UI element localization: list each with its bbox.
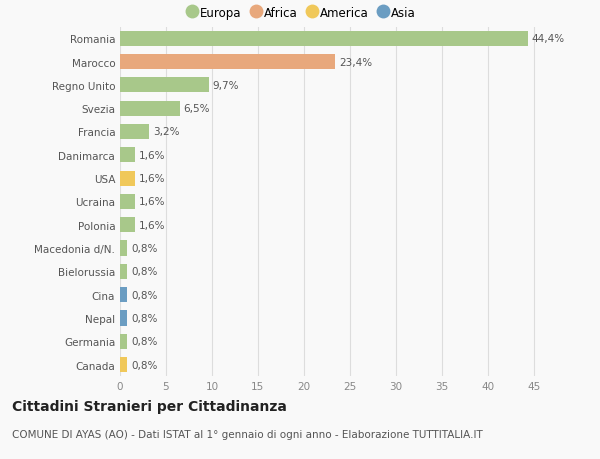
Text: 0,8%: 0,8% (131, 243, 157, 253)
Text: 0,8%: 0,8% (131, 290, 157, 300)
Text: 6,5%: 6,5% (184, 104, 210, 114)
Text: Cittadini Stranieri per Cittadinanza: Cittadini Stranieri per Cittadinanza (12, 399, 287, 413)
Bar (120, 311, 127, 326)
Text: COMUNE DI AYAS (AO) - Dati ISTAT al 1° gennaio di ogni anno - Elaborazione TUTTI: COMUNE DI AYAS (AO) - Dati ISTAT al 1° g… (12, 429, 483, 439)
Bar (120, 55, 335, 70)
Text: 3,2%: 3,2% (153, 127, 179, 137)
Bar (120, 334, 127, 349)
Bar (120, 148, 135, 163)
Text: 1,6%: 1,6% (139, 151, 165, 161)
Bar (120, 264, 127, 279)
Text: 23,4%: 23,4% (339, 57, 372, 67)
Text: 0,8%: 0,8% (131, 313, 157, 323)
Text: 1,6%: 1,6% (139, 174, 165, 184)
Text: 1,6%: 1,6% (139, 197, 165, 207)
Bar (120, 357, 127, 372)
Text: 9,7%: 9,7% (213, 81, 239, 91)
Bar (120, 218, 135, 233)
Bar (120, 101, 180, 117)
Bar (120, 171, 135, 186)
Text: 44,4%: 44,4% (532, 34, 565, 44)
Text: 0,8%: 0,8% (131, 267, 157, 277)
Text: 1,6%: 1,6% (139, 220, 165, 230)
Bar (120, 241, 127, 256)
Text: 0,8%: 0,8% (131, 360, 157, 370)
Text: 0,8%: 0,8% (131, 336, 157, 347)
Bar (120, 32, 528, 47)
Bar (120, 195, 135, 209)
Bar (120, 287, 127, 302)
Bar (120, 78, 209, 93)
Bar (120, 125, 149, 140)
Legend: Europa, Africa, America, Asia: Europa, Africa, America, Asia (182, 2, 421, 24)
